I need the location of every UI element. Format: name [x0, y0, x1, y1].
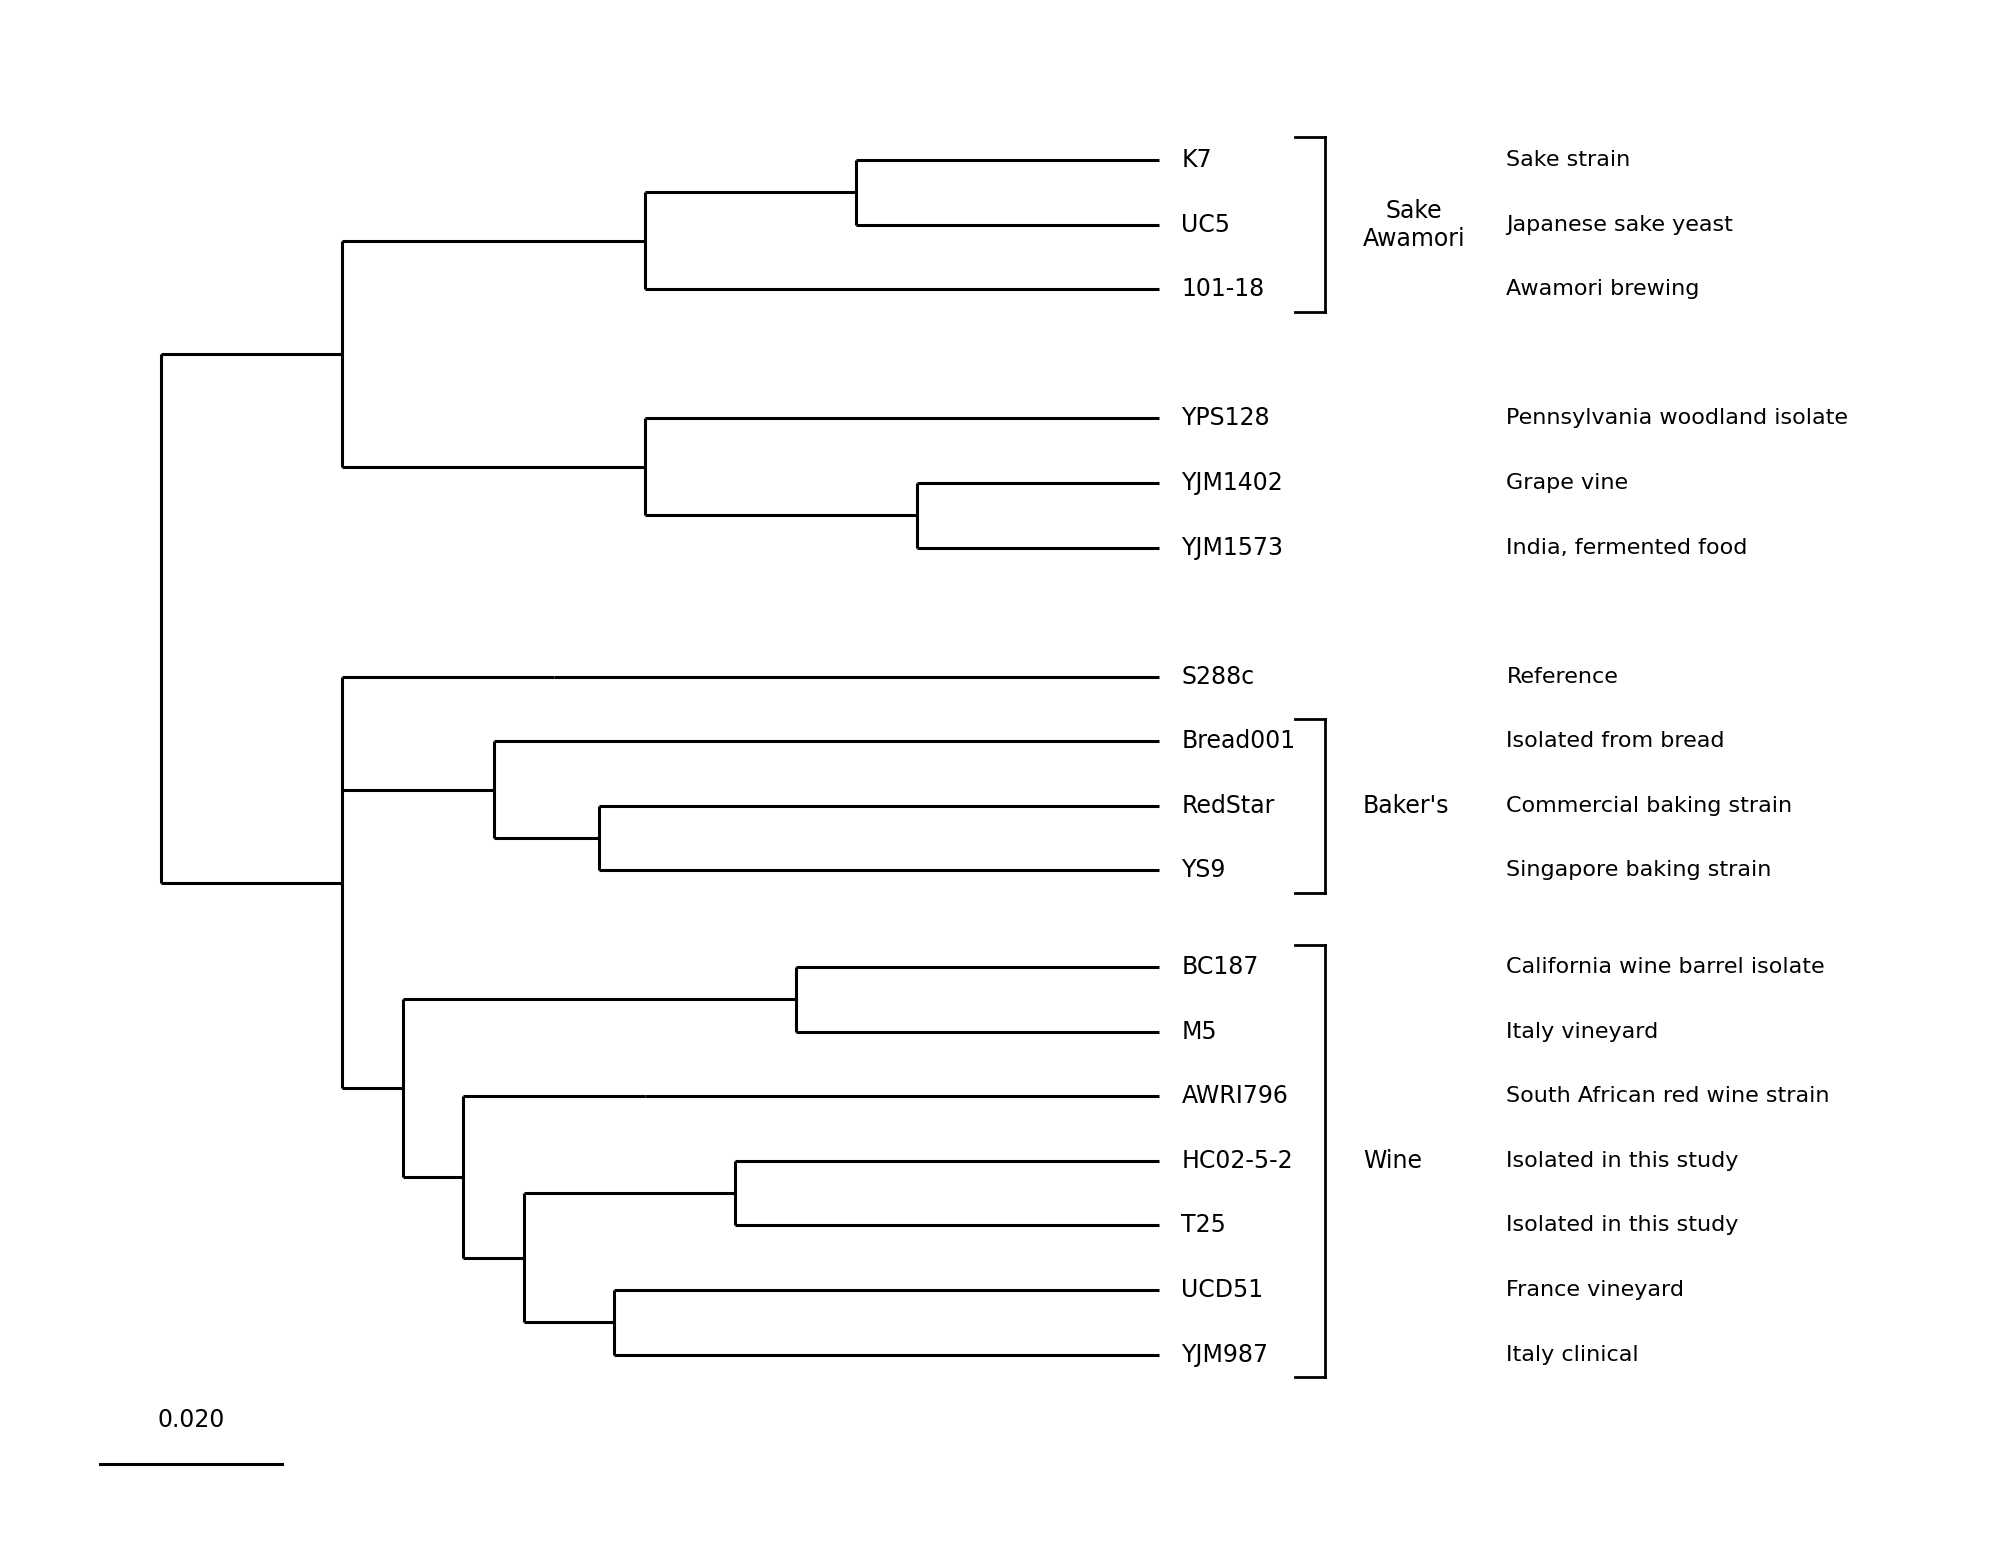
Text: UCD51: UCD51	[1182, 1278, 1264, 1303]
Text: Bread001: Bread001	[1182, 729, 1296, 753]
Text: Italy vineyard: Italy vineyard	[1506, 1021, 1658, 1041]
Text: YS9: YS9	[1182, 859, 1226, 882]
Text: California wine barrel isolate: California wine barrel isolate	[1506, 958, 1826, 978]
Text: Italy clinical: Italy clinical	[1506, 1344, 1640, 1364]
Text: India, fermented food: India, fermented food	[1506, 537, 1748, 557]
Text: Pennsylvania woodland isolate: Pennsylvania woodland isolate	[1506, 408, 1848, 429]
Text: France vineyard: France vineyard	[1506, 1279, 1684, 1299]
Text: RedStar: RedStar	[1182, 794, 1274, 818]
Text: Commercial baking strain: Commercial baking strain	[1506, 795, 1792, 815]
Text: UC5: UC5	[1182, 212, 1230, 237]
Text: HC02-5-2: HC02-5-2	[1182, 1149, 1294, 1173]
Text: Wine: Wine	[1362, 1149, 1422, 1173]
Text: Sake strain: Sake strain	[1506, 150, 1630, 170]
Text: K7: K7	[1182, 149, 1212, 172]
Text: Isolated from bread: Isolated from bread	[1506, 732, 1724, 752]
Text: Awamori brewing: Awamori brewing	[1506, 278, 1700, 299]
Text: YPS128: YPS128	[1182, 407, 1270, 430]
Text: YJM987: YJM987	[1182, 1343, 1268, 1366]
Text: T25: T25	[1182, 1213, 1226, 1238]
Text: Isolated in this study: Isolated in this study	[1506, 1151, 1738, 1171]
Text: S288c: S288c	[1182, 665, 1254, 688]
Text: YJM1573: YJM1573	[1182, 535, 1284, 560]
Text: Sake
Awamori: Sake Awamori	[1362, 198, 1466, 251]
Text: Grape vine: Grape vine	[1506, 473, 1628, 493]
Text: Reference: Reference	[1506, 667, 1618, 687]
Text: Baker's: Baker's	[1362, 794, 1450, 818]
Text: M5: M5	[1182, 1019, 1218, 1044]
Text: YJM1402: YJM1402	[1182, 470, 1284, 495]
Text: 101-18: 101-18	[1182, 277, 1264, 302]
Text: BC187: BC187	[1182, 954, 1258, 979]
Text: Isolated in this study: Isolated in this study	[1506, 1216, 1738, 1236]
Text: AWRI796: AWRI796	[1182, 1084, 1288, 1108]
Text: South African red wine strain: South African red wine strain	[1506, 1086, 1830, 1106]
Text: 0.020: 0.020	[158, 1408, 224, 1433]
Text: Singapore baking strain: Singapore baking strain	[1506, 860, 1772, 880]
Text: Japanese sake yeast: Japanese sake yeast	[1506, 215, 1734, 235]
